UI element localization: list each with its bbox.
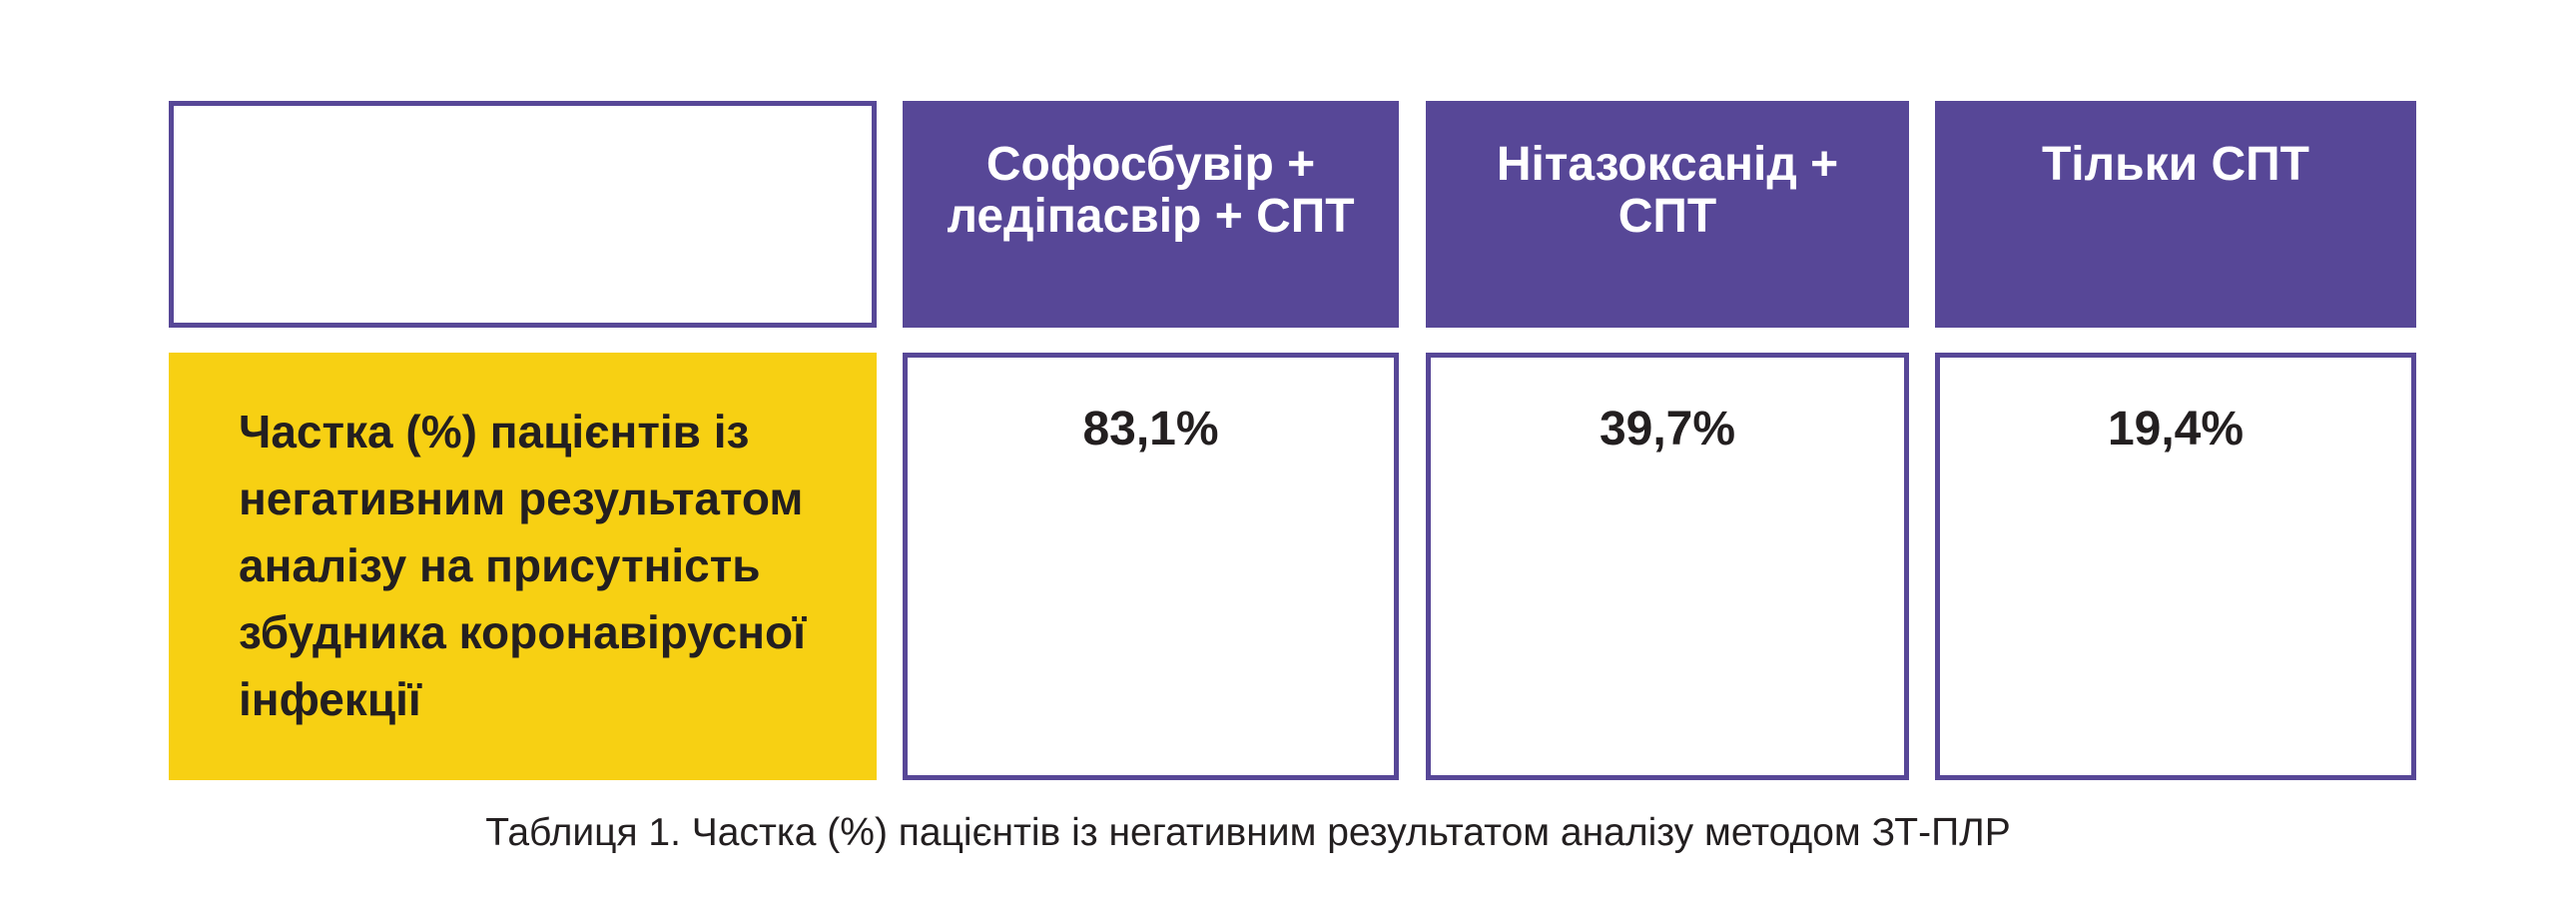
value-cell-nitazoxanide: 39,7% [1426, 353, 1909, 780]
column-header-label: Софосбувір + ледіпасвір + СПТ [947, 138, 1355, 243]
value-text: 39,7% [1599, 403, 1736, 456]
value-cell-spt-only: 19,4% [1935, 353, 2416, 780]
value-cell-sofosbuvir: 83,1% [903, 353, 1399, 780]
table-caption: Таблиця 1. Частка (%) пацієнтів із негат… [485, 811, 2011, 854]
row-label: Частка (%) пацієнтів із негативним резул… [169, 353, 877, 780]
column-header-label: Тільки СПТ [2041, 138, 2309, 191]
value-text: 19,4% [2107, 403, 2245, 456]
column-header-spt-only: Тільки СПТ [1935, 101, 2416, 328]
table-corner-cell [169, 101, 877, 328]
value-text: 83,1% [1082, 403, 1219, 456]
column-header-label: Нітазоксанід + СПТ [1496, 138, 1839, 243]
column-header-sofosbuvir: Софосбувір + ледіпасвір + СПТ [903, 101, 1399, 328]
column-header-nitazoxanide: Нітазоксанід + СПТ [1426, 101, 1909, 328]
